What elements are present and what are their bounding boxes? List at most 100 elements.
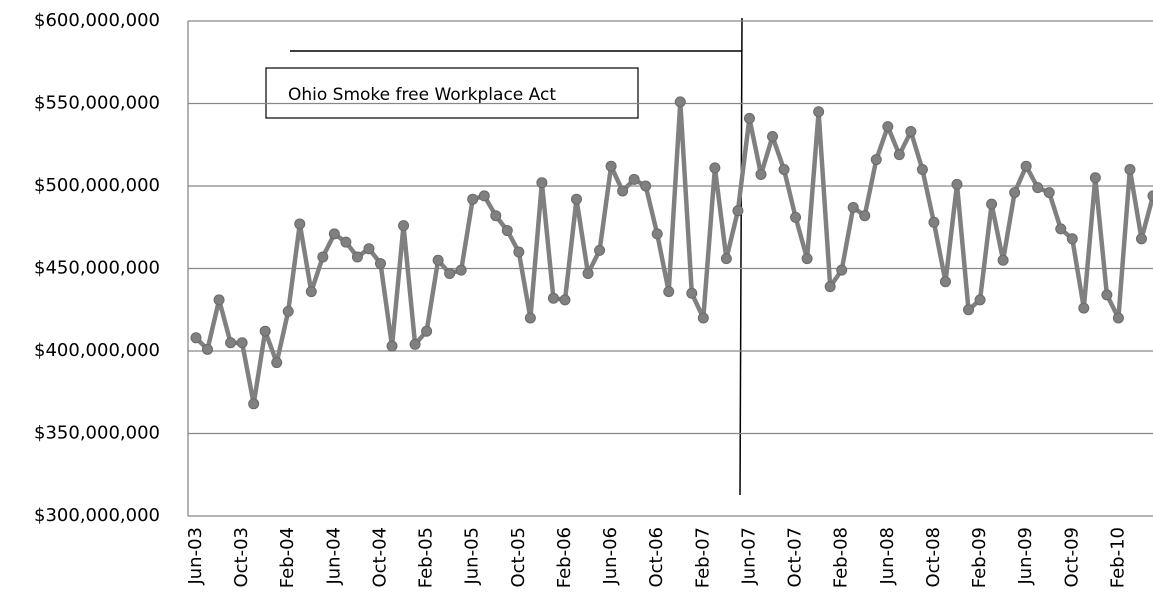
x-tick-label: Jun-06 [600,527,621,586]
y-tick-label: $500,000,000 [34,175,160,196]
data-point [432,254,444,266]
data-point [617,185,629,197]
y-tick-label: $450,000,000 [34,258,160,279]
data-point [594,244,606,256]
x-tick-label: Feb-04 [277,527,298,588]
data-point [271,357,283,369]
data-point [444,267,456,279]
data-point [282,305,294,317]
x-tick-label: Jun-04 [323,527,344,586]
data-point [1147,190,1153,202]
x-tick-label: Oct-03 [231,527,252,588]
annotation-text: Ohio Smoke free Workplace Act [288,85,556,105]
data-point [317,251,329,263]
x-tick-label: Jun-07 [738,527,759,586]
data-point [709,162,721,174]
data-point [963,304,975,316]
data-point [732,205,744,217]
data-point [928,216,940,228]
annotation-box [265,67,639,119]
x-tick-label: Oct-08 [923,527,944,588]
data-point [259,325,271,337]
x-tick-label: Feb-05 [416,527,437,588]
data-point [1043,187,1055,199]
data-point [916,164,928,175]
data-point [225,337,237,349]
x-tick-label: Oct-07 [785,527,806,588]
y-tick-label: $350,000,000 [34,423,160,444]
data-point [939,276,951,288]
data-point [513,246,525,258]
data-point [478,190,490,202]
x-tick-label: Feb-07 [692,527,713,588]
data-point [213,294,225,306]
data-point [870,154,882,166]
data-point [801,253,813,265]
data-point [640,180,652,192]
data-point [421,325,433,337]
data-point [1055,223,1067,235]
x-tick-label: Oct-04 [369,527,390,588]
x-tick-label: Jun-03 [185,527,206,586]
data-point [1135,233,1147,245]
y-tick-label: $400,000,000 [34,340,160,361]
data-point [501,225,513,237]
data-point [490,210,502,222]
data-point [986,198,998,210]
data-point [697,312,709,324]
data-point [340,236,352,248]
data-point [467,193,479,205]
data-point [951,178,963,190]
data-point [547,292,559,304]
data-point [570,193,582,205]
series-line [194,99,1153,407]
data-point [202,343,214,355]
data-point [905,126,917,138]
data-point [790,211,802,223]
x-tick-label: Feb-08 [831,527,852,588]
x-tick-label: Jun-08 [877,527,898,586]
data-point [686,287,698,299]
data-point [351,251,363,263]
x-tick-label: Feb-09 [969,527,990,588]
data-point [559,294,571,306]
data-point [328,228,340,240]
data-point [1020,160,1032,172]
data-point [305,286,317,298]
data-point [398,220,410,232]
x-tick-label: Feb-06 [554,527,575,588]
data-point [409,338,421,350]
data-point [1066,233,1078,245]
data-point [743,112,755,124]
data-point [893,149,905,161]
data-point [524,312,536,324]
x-tick-label: Oct-05 [508,527,529,588]
data-point [374,258,386,270]
data-point [847,201,859,213]
data-point [605,160,617,172]
data-point [767,131,779,142]
data-point [755,168,767,180]
data-point [997,254,1009,266]
data-point [651,228,663,240]
data-point [455,264,467,276]
data-point [190,332,202,344]
data-point [248,398,260,410]
x-tick-label: Oct-06 [646,527,667,588]
data-point [1089,172,1101,184]
data-point [778,164,790,175]
data-point [1078,302,1090,314]
data-point [294,218,306,230]
data-point [974,294,986,306]
y-tick-label: $600,000,000 [34,10,160,31]
data-point [582,267,594,279]
data-point [363,243,375,255]
data-point [1032,182,1044,194]
y-tick-label: $550,000,000 [34,93,160,114]
data-point [1009,187,1021,199]
data-point [882,121,894,133]
data-point [236,337,248,349]
x-tick-label: Feb-10 [1107,527,1128,588]
x-tick-label: Jun-09 [1015,527,1036,586]
